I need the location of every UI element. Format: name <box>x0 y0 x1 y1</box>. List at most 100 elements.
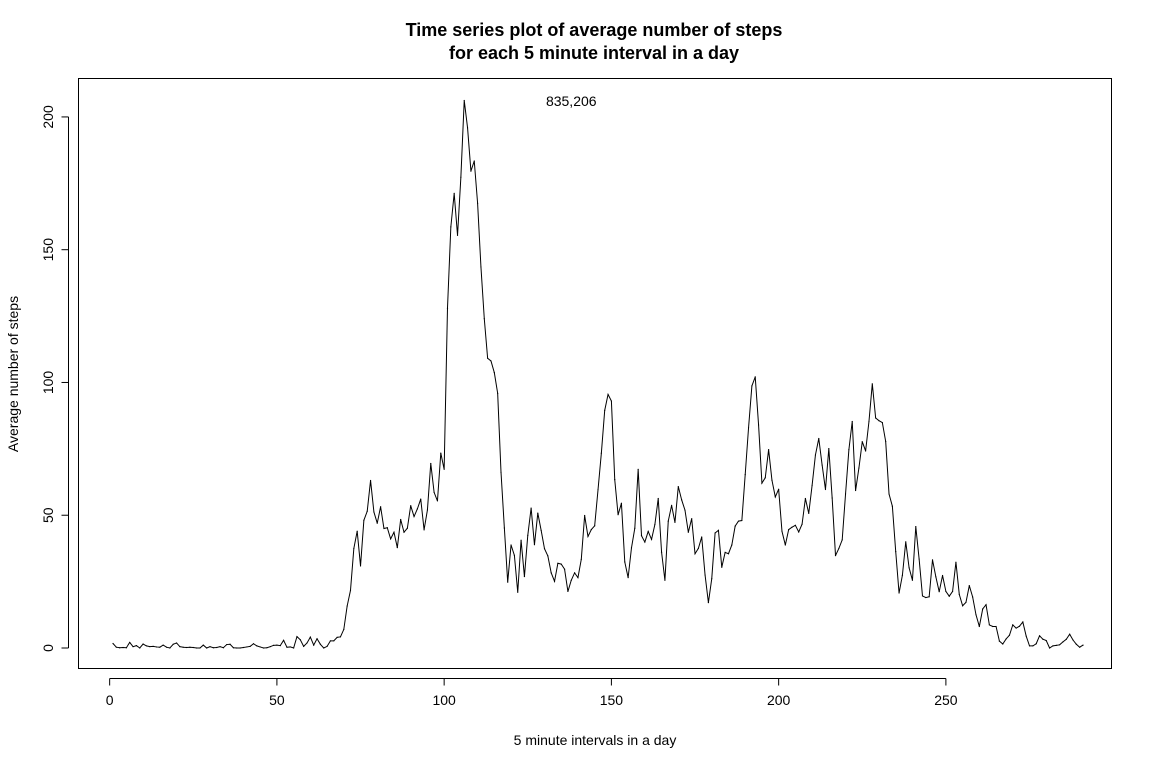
data-point <box>1035 643 1037 645</box>
data-point <box>948 595 950 597</box>
data-point <box>955 561 957 563</box>
data-point <box>185 646 188 649</box>
data-point <box>1015 627 1017 629</box>
data-point <box>1038 635 1041 637</box>
data-points <box>112 99 1084 649</box>
data-point <box>216 646 218 649</box>
data-point <box>764 477 766 479</box>
data-point <box>1072 639 1074 641</box>
data-point <box>671 504 673 507</box>
data-point <box>490 360 492 362</box>
data-point <box>801 523 803 525</box>
data-point <box>781 530 783 533</box>
data-point <box>707 601 710 604</box>
data-point <box>1045 639 1047 642</box>
data-point <box>771 479 773 481</box>
data-point <box>701 536 703 538</box>
data-point <box>487 357 489 359</box>
data-point <box>339 636 342 638</box>
data-point <box>717 529 720 531</box>
data-point <box>209 646 211 648</box>
data-point <box>1069 633 1071 635</box>
data-point <box>149 646 151 648</box>
data-point <box>687 531 689 533</box>
data-point <box>169 647 171 649</box>
data-point <box>888 493 890 495</box>
data-point <box>741 519 743 522</box>
data-point <box>376 522 378 524</box>
data-point <box>610 400 613 402</box>
data-point <box>473 160 475 162</box>
data-point <box>1075 643 1077 645</box>
data-point <box>232 647 235 649</box>
data-point <box>279 645 281 647</box>
data-point <box>677 485 679 488</box>
data-point <box>570 579 572 581</box>
data-point <box>1002 643 1004 645</box>
data-point <box>390 538 392 540</box>
data-point <box>1012 624 1014 626</box>
data-point <box>239 647 241 649</box>
data-point <box>1008 634 1011 636</box>
data-point <box>1055 644 1057 646</box>
data-point <box>727 553 730 555</box>
data-point <box>898 592 900 594</box>
data-point <box>296 635 298 638</box>
data-point <box>440 452 442 454</box>
data-point <box>607 393 609 396</box>
data-point <box>386 527 388 529</box>
plot-frame <box>78 78 1112 669</box>
data-point <box>778 488 780 490</box>
data-point <box>697 547 699 550</box>
x-tick-label: 0 <box>106 692 114 708</box>
data-point <box>978 625 980 628</box>
data-point <box>921 595 924 597</box>
data-point <box>306 642 308 644</box>
data-point <box>433 491 435 493</box>
data-point <box>982 608 984 610</box>
data-point <box>259 646 261 648</box>
data-point <box>453 192 455 195</box>
data-point <box>252 643 255 645</box>
data-point <box>865 450 867 452</box>
data-point <box>179 646 181 648</box>
data-point <box>844 493 847 495</box>
x-tick-label: 150 <box>600 692 624 708</box>
data-point <box>634 527 636 529</box>
data-point <box>369 479 372 482</box>
data-point <box>246 646 248 648</box>
data-point <box>530 507 532 509</box>
data-point <box>533 544 536 546</box>
data-point <box>272 644 275 646</box>
data-point <box>908 567 910 569</box>
data-point <box>557 562 559 564</box>
data-point <box>624 561 626 563</box>
data-point <box>861 441 863 443</box>
data-point <box>316 638 318 640</box>
data-point <box>550 572 552 574</box>
data-point <box>744 474 746 476</box>
data-point <box>500 471 502 473</box>
data-point <box>972 596 974 598</box>
data-point <box>229 643 231 645</box>
data-point <box>242 646 245 649</box>
y-tick-label: 150 <box>40 238 56 262</box>
data-point <box>684 509 686 511</box>
data-point <box>125 647 127 649</box>
data-point <box>152 645 154 648</box>
data-point <box>620 502 623 504</box>
y-tick-label: 200 <box>40 105 56 129</box>
data-point <box>182 646 184 648</box>
data-point <box>580 558 582 560</box>
data-point <box>175 642 178 644</box>
data-point <box>945 590 947 593</box>
data-point <box>366 510 368 512</box>
data-point <box>282 639 285 641</box>
data-point <box>497 392 499 394</box>
data-point <box>446 307 449 309</box>
data-point <box>951 590 954 593</box>
data-point <box>226 643 228 646</box>
data-point <box>466 127 469 129</box>
data-point <box>1018 625 1021 627</box>
data-point <box>995 625 997 628</box>
